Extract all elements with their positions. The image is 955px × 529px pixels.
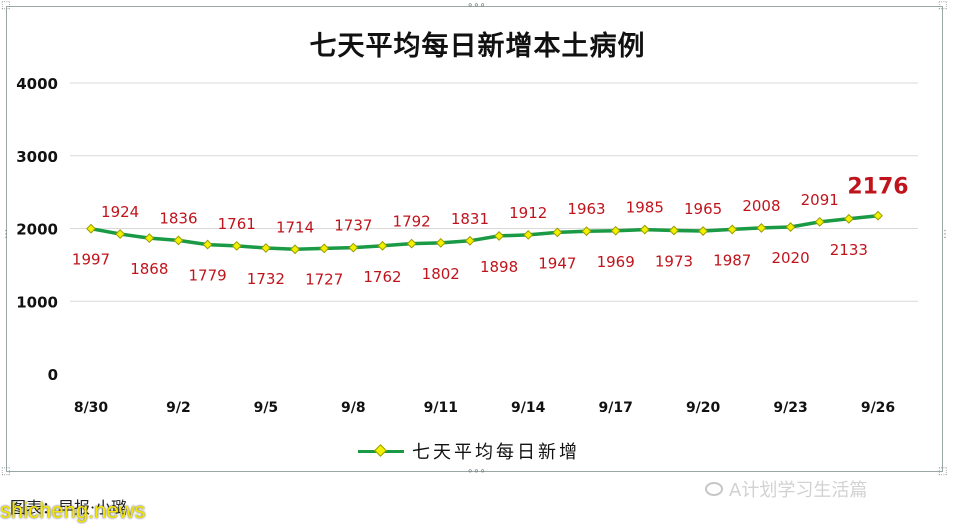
resize-handle-bottom-right[interactable]: ⬚ xyxy=(938,466,948,477)
x-tick-label: 9/20 xyxy=(686,400,721,416)
x-tick-label: 9/5 xyxy=(254,400,279,416)
chart-title: 七天平均每日新增本土病例 xyxy=(309,31,646,62)
x-tick-label: 9/17 xyxy=(598,400,632,416)
data-point-marker xyxy=(86,223,96,234)
x-tick-label: 8/30 xyxy=(74,400,109,416)
data-label: 1762 xyxy=(363,268,401,286)
series-line xyxy=(90,213,879,252)
data-point-marker xyxy=(406,238,417,249)
data-label: 1802 xyxy=(422,265,460,283)
data-label: 1836 xyxy=(159,209,197,227)
data-label: 2176 xyxy=(847,175,908,200)
y-tick-label: 3000 xyxy=(16,148,58,166)
resize-handle-top-right[interactable]: ⬚ xyxy=(938,0,948,11)
x-tick-label: 9/11 xyxy=(424,400,458,416)
y-tick-label: 1000 xyxy=(16,293,58,311)
x-tick-label: 9/2 xyxy=(166,400,191,416)
data-point-marker xyxy=(319,243,330,254)
legend-label: 七天平均每日新增 xyxy=(412,442,580,463)
data-point-marker xyxy=(581,226,592,237)
data-point-marker xyxy=(494,231,504,241)
data-point-marker xyxy=(377,240,388,251)
data-label: 1737 xyxy=(334,217,372,235)
resize-handle-bottom[interactable]: ∘∘∘ xyxy=(467,466,486,477)
data-label: 2008 xyxy=(742,197,780,215)
data-label: 1924 xyxy=(101,203,139,221)
data-point-marker xyxy=(115,229,126,239)
data-label: 1997 xyxy=(72,251,110,269)
data-point-marker xyxy=(260,243,271,253)
wechat-icon xyxy=(705,482,723,496)
data-label: 1727 xyxy=(305,270,343,288)
x-tick-label: 9/26 xyxy=(861,400,895,416)
legend-swatch xyxy=(358,442,404,460)
data-label: 1831 xyxy=(451,210,489,228)
account-label: A计划学习生活篇 xyxy=(729,480,868,501)
data-label: 1969 xyxy=(597,253,635,271)
x-tick-label: 9/8 xyxy=(341,400,366,416)
data-point-marker xyxy=(231,240,242,251)
data-point-marker xyxy=(435,237,446,248)
y-tick-label: 4000 xyxy=(16,75,58,93)
y-tick-label: 0 xyxy=(48,366,58,384)
resize-handle-left[interactable]: ⋮ xyxy=(1,229,11,240)
x-tick-label: 9/14 xyxy=(511,400,546,416)
data-point-marker xyxy=(814,216,825,227)
data-point-marker xyxy=(173,235,184,246)
data-label: 1947 xyxy=(538,254,576,272)
data-label: 1987 xyxy=(713,251,751,269)
data-label: 1973 xyxy=(655,252,693,270)
data-point-marker xyxy=(639,224,650,235)
data-point-marker xyxy=(465,235,475,246)
data-point-marker xyxy=(202,239,213,250)
data-label: 1761 xyxy=(218,215,256,233)
data-point-marker xyxy=(552,227,563,238)
y-tick-label: 2000 xyxy=(16,221,58,239)
data-point-marker xyxy=(843,213,854,224)
data-label: 2091 xyxy=(801,191,839,209)
resize-handle-top[interactable]: ∘∘∘ xyxy=(467,0,486,11)
data-point-marker xyxy=(523,229,534,240)
data-label: 1732 xyxy=(247,270,285,288)
x-axis: 8/30 9/2 9/5 9/8 9/11 9/14 9/17 9/20 9/23 9/26 xyxy=(74,400,895,416)
account-badge: A计划学习生活篇 xyxy=(705,476,867,502)
data-label: 1912 xyxy=(509,204,547,222)
data-point-marker xyxy=(348,242,359,253)
data-point-marker xyxy=(669,225,679,236)
data-labels: 1997 1924 1868 1836 1779 1761 1732 1714 1727 1737… xyxy=(72,175,909,289)
data-label: 2020 xyxy=(771,249,809,267)
legend: 七天平均每日新增 xyxy=(358,439,580,463)
y-axis: 0 1000 2000 3000 4000 xyxy=(16,75,58,384)
watermark-text: shicheng.news xyxy=(0,498,146,523)
resize-handle-right[interactable]: ⋮ xyxy=(940,229,950,240)
data-point-marker xyxy=(756,223,767,233)
data-point-marker xyxy=(290,244,300,255)
data-label: 1985 xyxy=(626,199,664,217)
data-point-marker xyxy=(785,222,796,232)
data-point-marker xyxy=(727,224,738,235)
data-point-marker xyxy=(610,225,621,236)
data-label: 1714 xyxy=(276,218,314,236)
source-credit: 图表：早报·小璐 xyxy=(10,498,128,517)
series-line-path xyxy=(90,213,879,252)
data-point-marker xyxy=(873,210,883,221)
data-point-marker xyxy=(698,226,709,236)
x-tick-label: 9/23 xyxy=(773,400,807,416)
resize-handle-bottom-left[interactable]: ⬚ xyxy=(1,466,11,477)
legend-diamond-marker xyxy=(374,444,387,457)
data-label: 2133 xyxy=(830,241,868,259)
data-label: 1965 xyxy=(684,200,722,218)
data-point-marker xyxy=(144,233,155,244)
series-markers xyxy=(86,210,883,255)
data-label: 1792 xyxy=(393,213,431,231)
resize-handle-top-left[interactable]: ⬚ xyxy=(1,0,11,11)
data-label: 1779 xyxy=(188,267,226,285)
data-label: 1963 xyxy=(567,200,605,218)
data-label: 1898 xyxy=(480,258,518,276)
data-label: 1868 xyxy=(130,260,168,278)
